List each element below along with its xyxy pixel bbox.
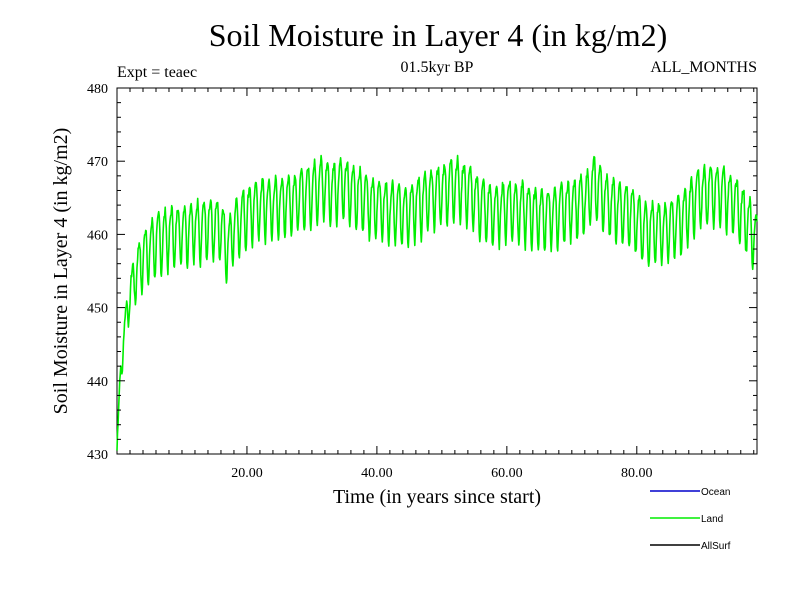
y-tick-label: 460 (87, 228, 108, 243)
x-tick-label: 60.00 (491, 466, 523, 481)
series-layer (116, 154, 758, 451)
series-line-land (116, 154, 758, 451)
x-tick-label: 40.00 (361, 466, 393, 481)
legend-label-allsurf: AllSurf (701, 541, 731, 552)
legend-label-ocean: Ocean (701, 487, 730, 498)
experiment-label: Expt = teaec (117, 64, 197, 81)
y-tick-label: 470 (87, 155, 108, 170)
plot-frame (116, 87, 758, 455)
y-tick-label: 450 (87, 302, 108, 317)
months-label: ALL_MONTHS (650, 59, 757, 76)
x-tick-label: 20.00 (231, 466, 263, 481)
y-tick-label: 430 (87, 448, 108, 463)
y-axis-ticks: 430 440 450 460 470 480 (87, 82, 757, 463)
x-axis-ticks: 20.00 40.00 60.00 80.00 (129, 88, 755, 481)
legend-label-land: Land (701, 514, 723, 525)
chart-title: Soil Moisture in Layer 4 (in kg/m2) (209, 17, 668, 53)
y-axis-label: Soil Moisture in Layer 4 (in kg/m2) (50, 128, 72, 415)
x-tick-label: 80.00 (621, 466, 653, 481)
legend: Ocean Land AllSurf (650, 487, 731, 552)
period-label: 01.5kyr BP (401, 59, 474, 76)
y-tick-label: 440 (87, 375, 108, 390)
y-tick-label: 480 (87, 82, 108, 97)
x-axis-label: Time (in years since start) (333, 486, 541, 508)
